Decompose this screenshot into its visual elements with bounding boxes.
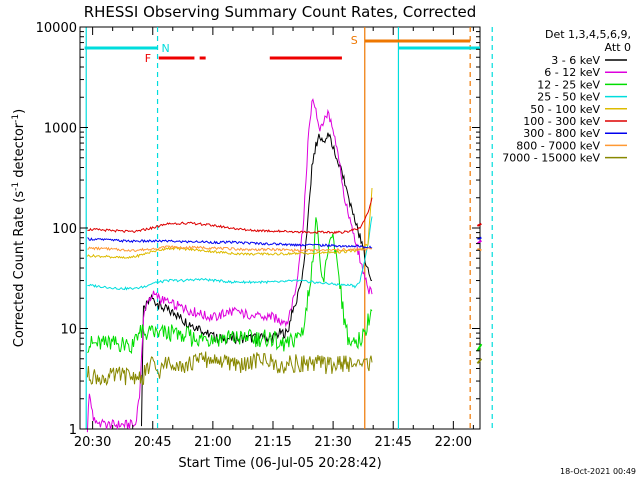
series-line	[86, 98, 373, 433]
series-line	[87, 245, 373, 253]
y-axis-label-sup2: -1	[11, 114, 21, 123]
series-line	[141, 132, 373, 427]
tail-segments	[476, 222, 483, 365]
y-axis-label-end: )	[12, 109, 27, 114]
x-axis-label: Start Time (06-Jul-05 20:28:42)	[178, 456, 381, 471]
data-series	[86, 98, 373, 433]
flag-label: S	[351, 34, 358, 47]
tail-segment	[477, 236, 482, 240]
series-line	[87, 237, 373, 250]
series-line	[87, 217, 373, 355]
y-axis: 1 10 100 1000 10000	[36, 21, 480, 438]
flag-label: N	[162, 42, 170, 55]
legend-label: 50 - 100 keV	[530, 103, 600, 116]
legend-label: 7000 - 15000 keV	[502, 152, 600, 165]
x-tick-label: 22:00	[435, 435, 472, 450]
series-line	[86, 351, 373, 387]
x-tick-label: 21:30	[314, 435, 351, 450]
y-tick-label: 100	[52, 222, 77, 237]
y-axis-label: Corrected Count Rate (s-1 detector-1)	[11, 109, 27, 347]
y-axis-label-main: Corrected Count Rate (s	[12, 191, 27, 348]
x-tick-label: 21:45	[374, 435, 411, 450]
y-tick-label: 1000	[44, 122, 77, 137]
tail-segment	[476, 343, 483, 352]
legend-label: 300 - 800 keV	[523, 127, 600, 140]
y-tick-label: 10000	[36, 21, 77, 36]
tail-segment	[476, 222, 482, 227]
series-line	[87, 216, 373, 291]
y-tick-label: 10	[60, 323, 77, 338]
x-axis: 20:30 20:45 21:00 21:15 21:30 21:45 22:00	[74, 27, 474, 450]
vertical-markers	[85, 27, 493, 429]
legend-label: 12 - 25 keV	[537, 78, 600, 91]
x-tick-label: 21:00	[194, 435, 231, 450]
legend-label: 100 - 300 keV	[523, 115, 600, 128]
x-tick-label: 20:45	[134, 435, 171, 450]
series-line	[86, 187, 373, 259]
tail-segment	[476, 358, 483, 365]
y-tick-label: 1	[69, 423, 77, 438]
series-line	[87, 197, 373, 235]
flag-bars: NF S	[84, 34, 480, 65]
x-tick-label: 20:30	[74, 435, 111, 450]
flag-label: F	[145, 52, 151, 65]
legend-label: 6 - 12 keV	[544, 66, 600, 79]
chart-title: RHESSI Observing Summary Count Rates, Co…	[84, 3, 477, 21]
legend-label: 800 - 7000 keV	[516, 139, 600, 152]
y-axis-label-mid: detector	[12, 122, 27, 182]
legend-header-line-1: Det 1,3,4,5,6,9,	[545, 28, 631, 41]
legend-label: 3 - 6 keV	[551, 54, 600, 67]
tail-segment	[477, 247, 482, 252]
x-tick-label: 21:15	[254, 435, 291, 450]
legend-label: 25 - 50 keV	[537, 91, 600, 104]
footer-date: 18-Oct-2021 00:49	[560, 467, 636, 476]
y-axis-label-sup1: -1	[11, 182, 21, 191]
legend-header-line-2: Att 0	[605, 41, 631, 54]
